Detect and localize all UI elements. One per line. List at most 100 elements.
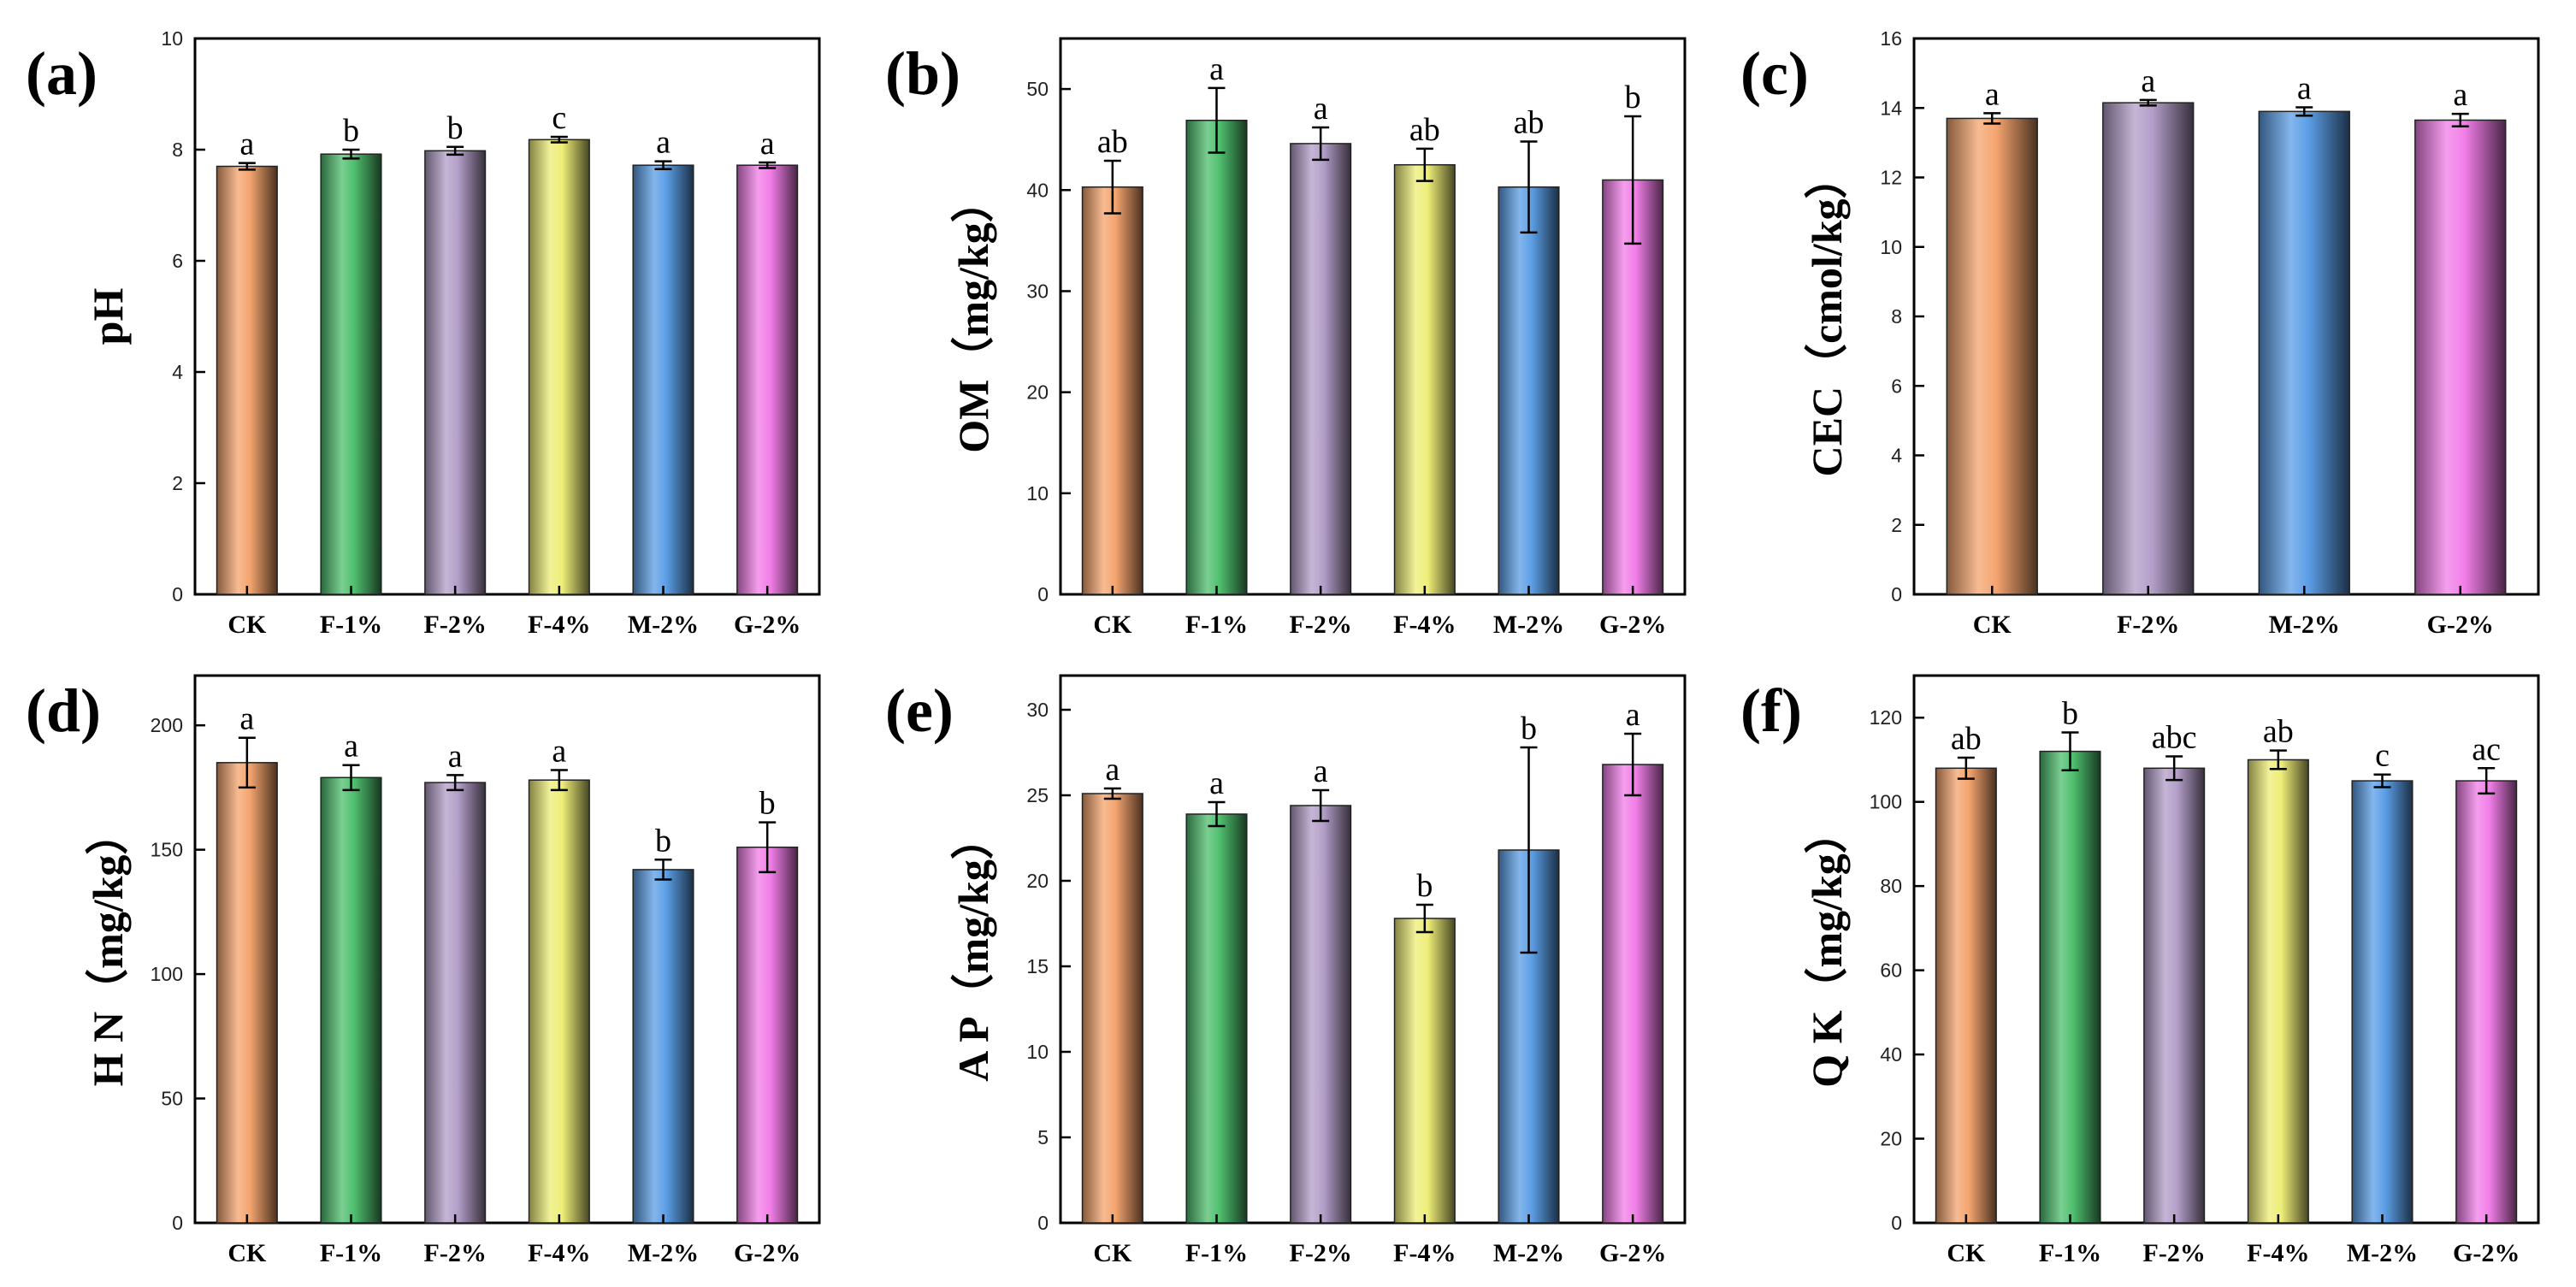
significance-letter: b: [655, 823, 671, 859]
x-category-label: G-2%: [2453, 1239, 2520, 1267]
significance-letter: b: [2062, 695, 2078, 731]
significance-letter: a: [2453, 77, 2467, 113]
x-category-label: F-1%: [320, 1239, 382, 1267]
bar-f-1pct: [320, 776, 382, 1224]
significance-letter: b: [447, 110, 464, 146]
x-category-label: F-4%: [528, 1239, 590, 1267]
y-tick-label: 0: [1891, 583, 1902, 605]
significance-letter: a: [1314, 753, 1328, 789]
y-tick-label: 4: [172, 361, 183, 383]
significance-letter: b: [1625, 80, 1641, 115]
significance-letter: a: [1105, 752, 1120, 788]
panel-label: (b): [885, 39, 960, 108]
x-category-label: F-4%: [1393, 611, 1456, 639]
x-category-label: F-4%: [1393, 1239, 1456, 1267]
x-category-label: M-2%: [2269, 611, 2340, 639]
significance-letter: a: [344, 729, 358, 765]
x-category-label: CK: [1973, 611, 2012, 639]
y-tick-label: 20: [1026, 381, 1049, 404]
bar-m-2pct: [632, 164, 694, 595]
x-category-label: F-1%: [1185, 1239, 1248, 1267]
significance-letter: a: [656, 125, 671, 161]
x-category-label: G-2%: [734, 611, 801, 639]
bar-ck: [1935, 767, 1997, 1224]
panel-label: (f): [1740, 676, 1802, 745]
y-tick-label: 25: [1026, 784, 1049, 806]
y-tick-label: 50: [161, 1088, 183, 1110]
y-axis-label: Q K（mg/kg）: [1803, 811, 1851, 1088]
bar-ck: [1946, 117, 2038, 595]
significance-letter: c: [552, 100, 566, 136]
bar-f-4pct: [1393, 163, 1456, 595]
x-category-label: M-2%: [628, 1239, 699, 1267]
significance-letter: a: [1314, 91, 1328, 127]
significance-letter: ac: [2472, 731, 2501, 767]
bar-f-4pct: [1393, 918, 1456, 1224]
y-tick-label: 30: [1026, 699, 1049, 721]
panel-label: (e): [885, 676, 954, 745]
x-category-label: M-2%: [628, 611, 699, 639]
y-tick-label: 60: [1880, 959, 1902, 982]
significance-letter: a: [239, 127, 254, 162]
bar-f-1pct: [2039, 750, 2101, 1224]
x-category-label: CK: [1093, 1239, 1132, 1267]
y-tick-label: 8: [1891, 305, 1902, 328]
significance-letter: a: [2297, 70, 2312, 106]
significance-letter: b: [759, 786, 776, 822]
significance-letter: abc: [2152, 720, 2197, 756]
bar-m-2pct: [2258, 110, 2350, 595]
x-category-label: M-2%: [1493, 611, 1564, 639]
x-category-label: F-4%: [528, 611, 590, 639]
x-category-label: M-2%: [2347, 1239, 2418, 1267]
y-tick-label: 80: [1880, 875, 1902, 897]
chart-panel-e: (e) 0 5 10 15 20 25 30 A P（mg/kg） a CK a F-1% a F-2% b F…: [885, 674, 1687, 1267]
bar-f-1pct: [320, 153, 382, 595]
bar-g-2pct: [2414, 119, 2507, 595]
y-tick-label: 10: [161, 27, 183, 50]
y-tick-label: 200: [151, 714, 183, 736]
x-category-label: CK: [227, 1239, 267, 1267]
significance-letter: a: [2141, 63, 2155, 99]
bar-f-2pct: [2143, 767, 2206, 1224]
significance-letter: ab: [1951, 721, 1982, 757]
y-tick-label: 16: [1880, 27, 1902, 50]
y-tick-label: 20: [1026, 870, 1049, 892]
y-tick-label: 0: [1891, 1212, 1902, 1234]
x-category-label: F-1%: [1185, 611, 1248, 639]
y-axis-label: OM（mg/kg）: [949, 180, 997, 452]
significance-letter: a: [1209, 765, 1224, 801]
y-tick-label: 120: [1870, 706, 1902, 729]
x-category-label: CK: [227, 611, 267, 639]
x-category-label: G-2%: [2427, 611, 2494, 639]
bar-ck: [1081, 186, 1143, 595]
significance-letter: a: [552, 734, 566, 770]
y-tick-label: 50: [1026, 78, 1049, 100]
chart-panel-c: (c) 0 2 4 6 8 10 12 14 16 CEC（cmol/kg） a CK a F-2% a M-2…: [1740, 27, 2540, 639]
plot-frame: [1912, 674, 2540, 1225]
bar-g-2pct: [1602, 764, 1664, 1224]
significance-letter: a: [448, 738, 463, 774]
bar-f-4pct: [528, 139, 590, 595]
y-tick-label: 15: [1026, 955, 1049, 977]
x-category-label: F-1%: [320, 611, 382, 639]
y-tick-label: 14: [1880, 97, 1902, 119]
plot-frame: [1059, 674, 1687, 1225]
panel-label: (c): [1740, 39, 1809, 108]
significance-letter: c: [2375, 738, 2390, 774]
y-axis-label: H N（mg/kg）: [84, 812, 132, 1087]
chart-panel-d: (d) 0 50 100 150 200 H N（mg/kg） a CK a F-1% a F-2% a F…: [26, 674, 821, 1267]
y-tick-label: 0: [1037, 583, 1049, 605]
x-category-label: F-2%: [2117, 611, 2179, 639]
x-category-label: F-2%: [1290, 611, 1352, 639]
significance-letter: ab: [1409, 112, 1440, 148]
x-category-label: G-2%: [1599, 611, 1666, 639]
bar-ck: [216, 165, 278, 595]
y-tick-label: 20: [1880, 1128, 1902, 1150]
significance-letter: a: [239, 701, 254, 737]
y-tick-label: 0: [1037, 1212, 1049, 1234]
y-axis-label: A P（mg/kg）: [949, 817, 997, 1082]
bar-f-1pct: [1185, 813, 1248, 1224]
significance-letter: ab: [1514, 105, 1545, 141]
